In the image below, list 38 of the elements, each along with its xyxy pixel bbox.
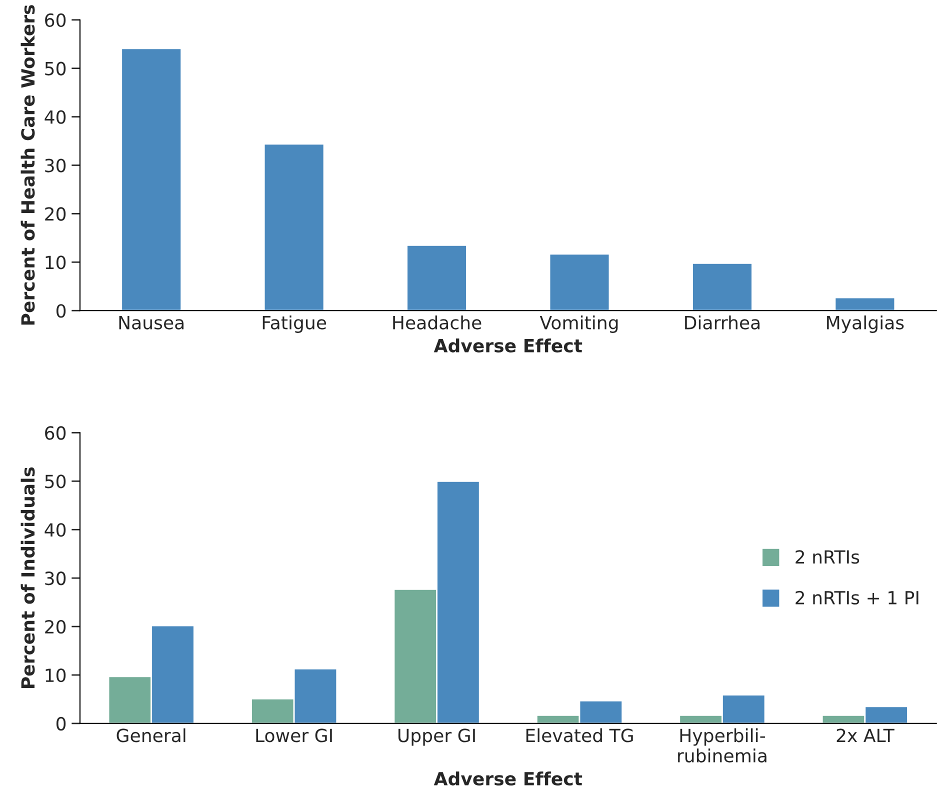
y-tick-label: 10 [46, 256, 66, 270]
y-tick-label: 60 [45, 426, 66, 440]
x-tick-label: Myalgias [827, 315, 904, 333]
y-tick-label: 20 [45, 207, 66, 221]
x-tick-label: Fatigue [262, 315, 326, 333]
y-tick-label: 50 [45, 474, 66, 488]
y-tick-label: 40 [44, 523, 66, 537]
x-axis-title: Adverse Effect [434, 772, 582, 786]
x-tick-label: Headache [393, 315, 482, 330]
x-tick-label: Vomiting [540, 315, 618, 333]
legend-label: 2 nRTIs + 1 PI [796, 590, 918, 605]
legend-label: 2 nRTIs [796, 550, 860, 564]
y-tick-label: 50 [45, 62, 66, 76]
bar [834, 296, 896, 311]
x-tick-label: Elevated TG [526, 728, 633, 742]
y-tick-label: 10 [46, 668, 66, 682]
x-tick-label: General [116, 728, 186, 742]
y-tick-label: 40 [44, 110, 66, 124]
x-tick-label: Upper GI [398, 728, 475, 746]
y-tick-label: 20 [45, 620, 66, 634]
y-tick-label: 0 [56, 304, 66, 318]
y-tick-label: 0 [56, 716, 66, 731]
bar [120, 48, 182, 311]
y-tick-label: 60 [45, 13, 66, 27]
y-tick-label: 30 [45, 572, 66, 586]
y-axis-title: Percent of Health Care Workers [20, 5, 35, 325]
x-axis-title: Adverse Effect [434, 338, 582, 352]
y-tick-label: 30 [45, 158, 66, 172]
x-tick-label: Lower GI [256, 728, 332, 742]
bar [263, 143, 325, 311]
x-tick-label: Diarrhea [685, 315, 760, 330]
bar [548, 253, 610, 311]
x-tick-label: Nausea [119, 316, 184, 330]
x-tick-label: 2x ALT [836, 728, 894, 742]
x-tick-label: Hyperbili- rubinemia [678, 728, 766, 763]
y-axis-title: Percent of Individuals [20, 467, 35, 688]
bar [692, 262, 753, 311]
bar [406, 244, 468, 311]
